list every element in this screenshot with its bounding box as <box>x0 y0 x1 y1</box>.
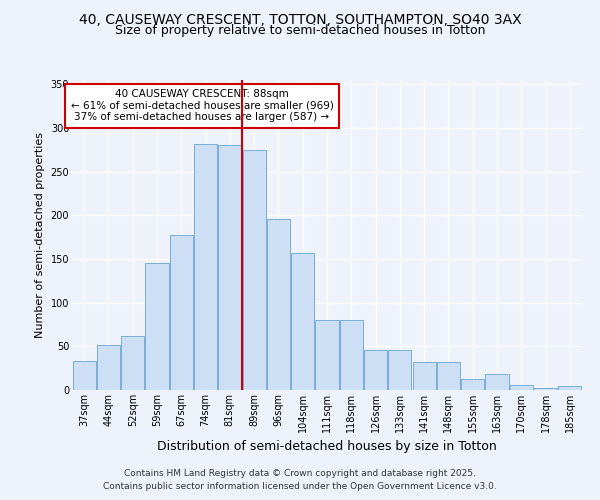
Bar <box>121 336 144 390</box>
Text: 40, CAUSEWAY CRESCENT, TOTTON, SOUTHAMPTON, SO40 3AX: 40, CAUSEWAY CRESCENT, TOTTON, SOUTHAMPT… <box>79 12 521 26</box>
Bar <box>340 320 363 390</box>
Bar <box>242 150 266 390</box>
Bar <box>267 219 290 390</box>
Bar <box>413 362 436 390</box>
Bar <box>218 144 241 390</box>
Bar <box>437 362 460 390</box>
Bar <box>145 264 169 390</box>
Text: Size of property relative to semi-detached houses in Totton: Size of property relative to semi-detach… <box>115 24 485 37</box>
Bar <box>388 350 412 390</box>
Bar <box>316 320 338 390</box>
Bar <box>73 361 95 390</box>
Bar <box>510 385 533 390</box>
Bar <box>559 386 581 390</box>
Bar <box>194 144 217 390</box>
Text: Contains HM Land Registry data © Crown copyright and database right 2025.
Contai: Contains HM Land Registry data © Crown c… <box>103 469 497 491</box>
Bar <box>170 234 193 390</box>
Bar <box>291 253 314 390</box>
Bar <box>364 350 387 390</box>
Text: 40 CAUSEWAY CRESCENT: 88sqm
← 61% of semi-detached houses are smaller (969)
37% : 40 CAUSEWAY CRESCENT: 88sqm ← 61% of sem… <box>71 90 334 122</box>
Bar <box>485 374 509 390</box>
Y-axis label: Number of semi-detached properties: Number of semi-detached properties <box>35 132 45 338</box>
Bar <box>461 378 484 390</box>
Bar <box>97 344 120 390</box>
X-axis label: Distribution of semi-detached houses by size in Totton: Distribution of semi-detached houses by … <box>157 440 497 454</box>
Bar <box>534 388 557 390</box>
